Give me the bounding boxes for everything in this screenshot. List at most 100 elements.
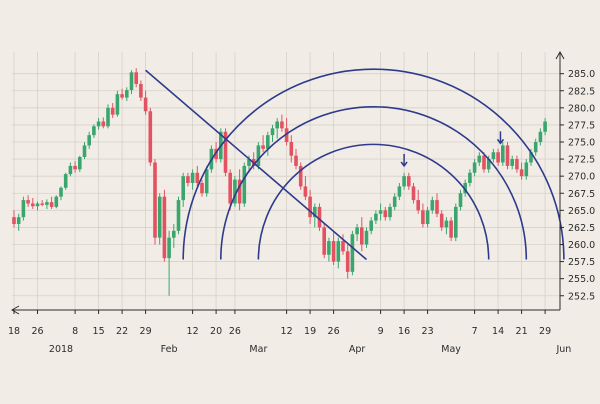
candle-up	[543, 121, 547, 132]
candle-up	[486, 159, 491, 170]
candle-up	[176, 200, 181, 231]
x-tick-label-day: 9	[378, 326, 384, 337]
candle-up	[129, 72, 134, 91]
candle-down	[26, 200, 30, 204]
candle-up	[45, 202, 49, 205]
candle-up	[355, 227, 359, 235]
candle-up	[106, 107, 110, 127]
candle-up	[392, 196, 397, 207]
candle-up	[256, 145, 261, 166]
candle-up	[468, 172, 472, 183]
y-tick-label: 257.5	[568, 257, 595, 268]
candle-up	[477, 155, 482, 163]
candle-up	[172, 230, 176, 238]
candle-down	[148, 111, 153, 163]
candle-down	[308, 196, 312, 218]
candle-down	[341, 241, 345, 252]
x-tick-label-day: 7	[472, 326, 478, 337]
candle-up	[510, 159, 514, 166]
candle-up	[491, 152, 496, 160]
candle-down	[214, 148, 218, 160]
x-tick-label-month: 2018	[49, 344, 73, 355]
candle-up	[327, 241, 331, 255]
candle-up	[454, 206, 458, 238]
candle-up	[533, 142, 538, 153]
candle-up	[54, 196, 59, 207]
candle-up	[204, 169, 209, 194]
candle-down	[496, 152, 500, 163]
candle-down	[186, 176, 190, 183]
candle-up	[82, 145, 87, 158]
candle-down	[331, 241, 336, 262]
x-tick-label-day: 12	[281, 326, 293, 337]
x-tick-label-month: Apr	[349, 344, 366, 355]
candle-down	[449, 220, 453, 238]
candle-down	[322, 227, 326, 255]
y-tick-label: 267.5	[568, 189, 595, 200]
candle-up	[463, 183, 467, 194]
candle-down	[101, 121, 106, 127]
candle-up	[430, 200, 435, 211]
candle-up	[369, 220, 373, 231]
candle-up	[388, 206, 392, 218]
candle-up	[96, 121, 101, 127]
x-tick-label-month: Mar	[249, 344, 267, 355]
x-tick-label-day: 29	[539, 326, 551, 337]
candle-down	[12, 217, 16, 224]
x-tick-label-day: 8	[72, 326, 78, 337]
candle-up	[16, 217, 21, 224]
candle-up	[59, 187, 63, 197]
candle-down	[482, 155, 486, 170]
y-tick-label: 270.0	[568, 172, 595, 183]
candle-down	[261, 145, 265, 149]
candle-up	[247, 159, 251, 166]
candle-up	[190, 172, 195, 183]
y-tick-label: 252.5	[568, 291, 595, 302]
y-tick-label: 262.5	[568, 223, 595, 234]
candle-down	[73, 165, 77, 170]
y-tick-label: 282.5	[568, 86, 595, 97]
x-tick-label-day: 14	[492, 326, 504, 337]
candle-up	[529, 152, 533, 163]
candle-up	[21, 200, 26, 218]
candle-down	[223, 131, 228, 173]
y-tick-label: 272.5	[568, 155, 595, 166]
candle-up	[115, 94, 120, 115]
candle-down	[134, 72, 138, 84]
x-tick-label-day: 15	[93, 326, 105, 337]
candle-up	[364, 230, 369, 245]
candle-up	[538, 131, 543, 142]
candle-up	[374, 213, 378, 221]
candle-down	[49, 202, 54, 207]
candle-down	[421, 210, 425, 224]
y-tick-label: 285.0	[568, 69, 595, 80]
candle-down	[31, 203, 35, 207]
arrow-down-icon	[400, 161, 408, 168]
fibonacci-arc	[220, 106, 528, 260]
y-tick-label: 255.0	[568, 274, 595, 285]
candle-up	[233, 179, 237, 204]
candle-down	[294, 155, 298, 166]
y-tick-label: 265.0	[568, 206, 595, 217]
candle-down	[195, 172, 200, 183]
candle-down	[200, 183, 204, 194]
candle-down	[237, 179, 242, 204]
x-tick-label-month: Feb	[161, 344, 178, 355]
candle-up	[472, 162, 477, 173]
candle-down	[289, 142, 294, 156]
candle-up	[92, 126, 96, 136]
candle-down	[162, 196, 167, 259]
y-tick-label: 260.0	[568, 240, 595, 251]
x-tick-label-day: 22	[116, 326, 128, 337]
fibonacci-arc	[182, 68, 565, 260]
candle-down	[407, 176, 411, 187]
x-tick-label-day: 18	[8, 326, 20, 337]
candle-down	[228, 172, 232, 204]
candle-down	[303, 186, 308, 197]
x-tick-label-month: May	[441, 344, 461, 355]
candle-up	[266, 135, 270, 149]
x-tick-label-day: 12	[187, 326, 199, 337]
candle-up	[157, 196, 162, 238]
